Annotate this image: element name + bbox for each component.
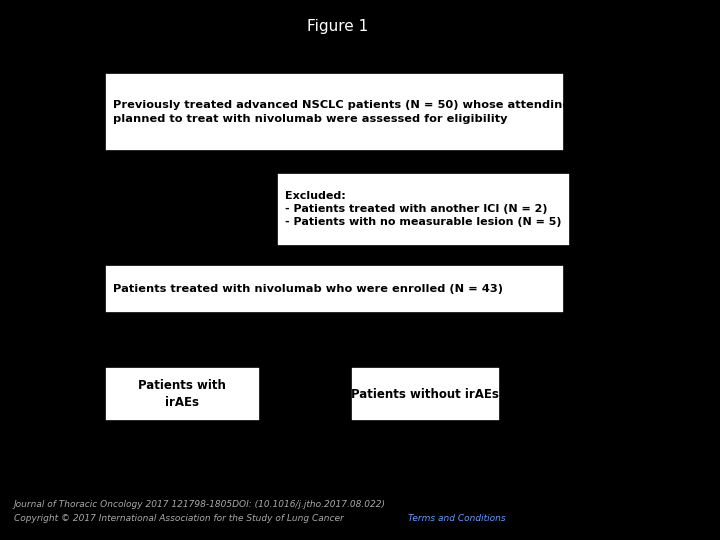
- FancyBboxPatch shape: [104, 265, 564, 313]
- Text: Patients with
irAEs: Patients with irAEs: [138, 379, 226, 409]
- FancyBboxPatch shape: [104, 73, 564, 151]
- Text: Patients treated with nivolumab who were enrolled (N = 43): Patients treated with nivolumab who were…: [113, 284, 503, 294]
- Text: Journal of Thoracic Oncology 2017 121798-1805DOI: (10.1016/j.jtho.2017.08.022): Journal of Thoracic Oncology 2017 121798…: [14, 500, 385, 509]
- FancyBboxPatch shape: [351, 367, 500, 421]
- Text: Excluded:
- Patients treated with another ICI (N = 2)
- Patients with no measura: Excluded: - Patients treated with anothe…: [285, 191, 562, 227]
- Text: Previously treated advanced NSCLC patients (N = 50) whose attending doctors
plan: Previously treated advanced NSCLC patien…: [113, 100, 623, 124]
- Text: Patients without irAEs: Patients without irAEs: [351, 388, 499, 401]
- FancyBboxPatch shape: [276, 173, 570, 246]
- Text: Figure 1: Figure 1: [307, 19, 368, 34]
- Text: Terms and Conditions: Terms and Conditions: [408, 514, 506, 523]
- Text: Copyright © 2017 International Association for the Study of Lung Cancer: Copyright © 2017 International Associati…: [14, 514, 346, 523]
- FancyBboxPatch shape: [104, 367, 260, 421]
